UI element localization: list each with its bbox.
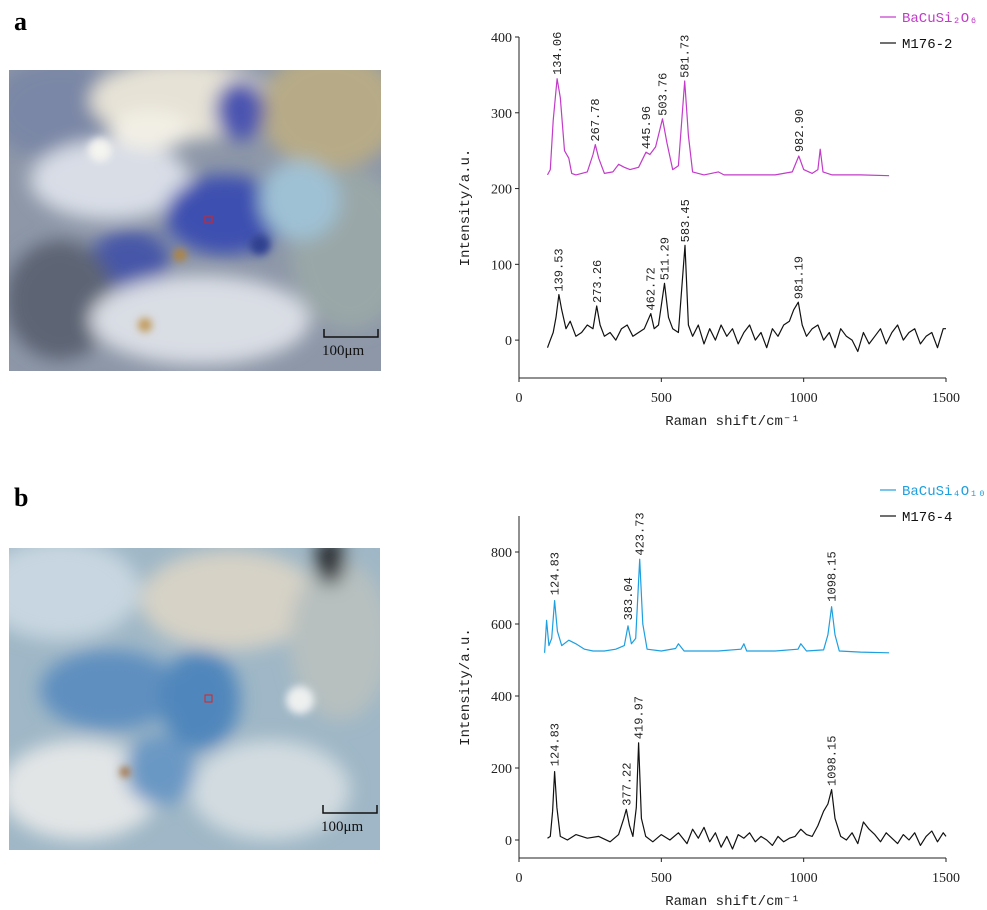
peak-label: 383.04 <box>622 577 636 620</box>
peak-label: 981.19 <box>792 256 806 299</box>
peak-label: 1098.15 <box>826 551 840 601</box>
y-tick-label: 200 <box>491 762 512 777</box>
scale-bar-label: 100μm <box>322 343 365 359</box>
peak-label: 511.29 <box>659 237 673 280</box>
peak-label: 581.73 <box>679 35 693 78</box>
x-axis-label: Raman shift/cm⁻¹ <box>665 414 799 430</box>
x-tick-label: 1000 <box>790 391 818 406</box>
scale-bar-label: 100μm <box>321 819 364 835</box>
peak-label: 124.83 <box>549 723 563 766</box>
peak-label: 134.06 <box>551 32 565 75</box>
y-tick-label: 400 <box>491 690 512 705</box>
peak-label: 503.76 <box>656 73 670 116</box>
y-tick-label: 0 <box>505 334 512 349</box>
peak-label: 462.72 <box>645 267 659 310</box>
spectrum-line <box>548 743 947 849</box>
y-tick-label: 200 <box>491 183 512 198</box>
y-tick-label: 800 <box>491 546 512 561</box>
micrograph-a <box>0 50 410 371</box>
peak-label: 419.97 <box>633 696 647 739</box>
page: {"chart_data": [ {"type": "line", "panel… <box>0 0 987 910</box>
peak-label: 445.96 <box>640 106 654 149</box>
x-tick-label: 0 <box>516 391 523 406</box>
x-tick-label: 500 <box>651 871 672 886</box>
y-axis-label: Intensity/a.u. <box>458 149 474 267</box>
panel-label: b <box>14 483 28 512</box>
x-axis-label: Raman shift/cm⁻¹ <box>665 894 799 910</box>
spectrum-line <box>548 245 947 351</box>
legend-label: BaCuSi₂O₆ <box>902 11 978 27</box>
y-tick-label: 100 <box>491 258 512 273</box>
peak-label: 139.53 <box>553 248 567 291</box>
y-tick-label: 0 <box>505 834 512 849</box>
peak-label: 377.22 <box>620 763 634 806</box>
peak-label: 273.26 <box>591 260 605 303</box>
y-tick-label: 400 <box>491 31 512 46</box>
legend-label: M176-4 <box>902 510 952 526</box>
peak-label: 982.90 <box>793 109 807 152</box>
peak-label: 423.73 <box>634 512 648 555</box>
x-tick-label: 1000 <box>790 871 818 886</box>
x-tick-label: 1500 <box>932 391 960 406</box>
y-tick-label: 300 <box>491 107 512 122</box>
figure: a 100μm 0 100 200 300 400 0 500 1000 1500 Raman shi… <box>0 0 987 910</box>
panel-label: a <box>14 7 27 36</box>
x-tick-label: 1500 <box>932 871 960 886</box>
peak-label: 267.78 <box>589 98 603 141</box>
peak-label: 124.83 <box>549 552 563 595</box>
peak-label: 583.45 <box>679 199 693 242</box>
x-tick-label: 0 <box>516 871 523 886</box>
y-tick-label: 600 <box>491 618 512 633</box>
peak-label: 1098.15 <box>826 736 840 786</box>
legend-label: M176-2 <box>902 37 952 53</box>
y-axis-label: Intensity/a.u. <box>458 628 474 746</box>
micrograph-b <box>0 535 390 850</box>
x-tick-label: 500 <box>651 391 672 406</box>
legend-label: BaCuSi₄O₁₀ <box>902 484 986 500</box>
